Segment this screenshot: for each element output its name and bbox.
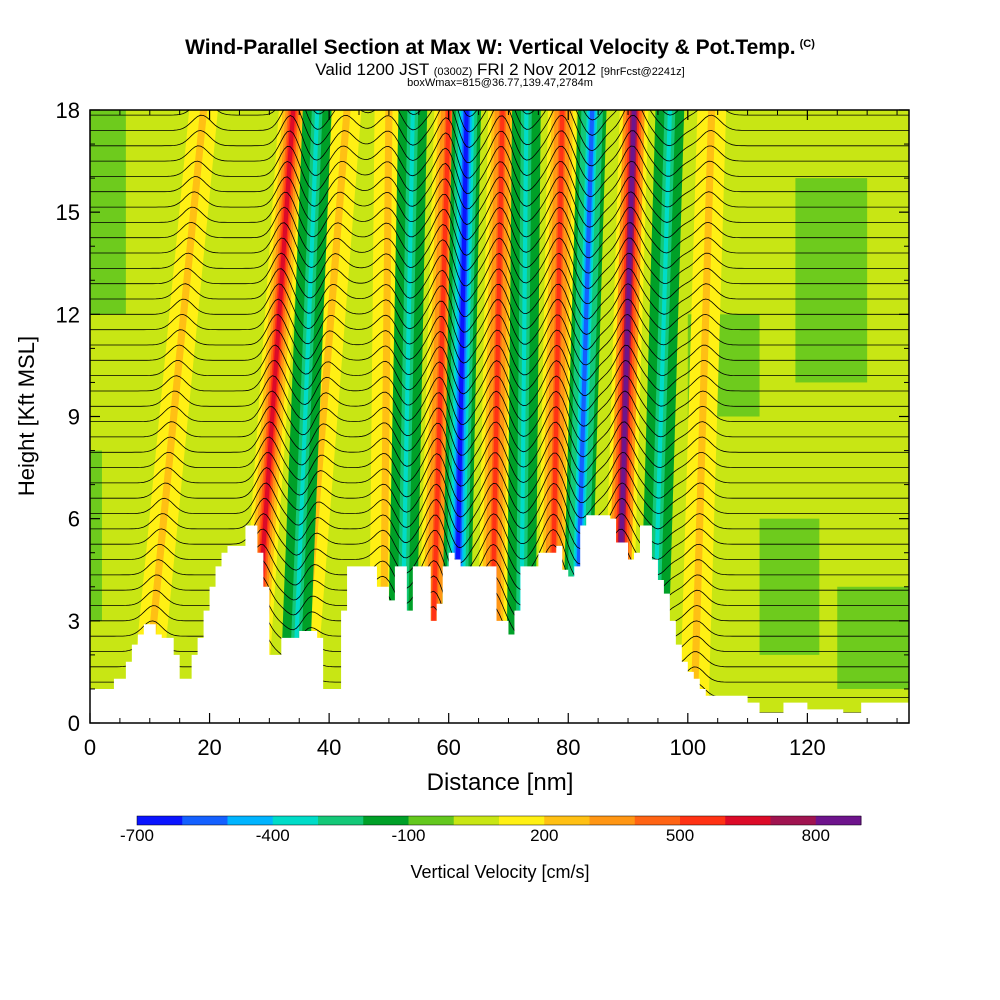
field-patch bbox=[759, 518, 820, 655]
theta-contour bbox=[90, 452, 909, 504]
colorbar-swatch bbox=[634, 816, 681, 825]
field-patch bbox=[795, 178, 868, 383]
valid-date: FRI 2 Nov 2012 bbox=[477, 60, 597, 79]
y-tick-label: 6 bbox=[68, 507, 80, 532]
theta-contour bbox=[90, 145, 909, 197]
valid-time: Valid 1200 JST bbox=[315, 60, 429, 79]
theta-contour bbox=[90, 222, 909, 274]
theta-contour bbox=[90, 130, 909, 182]
updraft-band bbox=[691, 110, 714, 723]
colorbar-tick-label: -100 bbox=[391, 826, 426, 845]
y-tick-label: 18 bbox=[56, 98, 80, 123]
x-tick-label: 80 bbox=[556, 735, 580, 760]
theta-contour bbox=[90, 482, 909, 534]
colorbar-tick-label: 800 bbox=[801, 826, 830, 845]
colorbar-frame bbox=[136, 815, 862, 826]
updraft-band bbox=[428, 110, 451, 723]
theta-contour bbox=[90, 467, 909, 519]
theta-contour bbox=[90, 114, 909, 167]
x-tick-label: 40 bbox=[317, 735, 341, 760]
x-axis-label: Distance [nm] bbox=[427, 769, 574, 796]
downdraft-band bbox=[291, 110, 320, 723]
axes: 0 20 40 60 80 100 120 0 3 6 9 12 15 18 bbox=[56, 98, 909, 760]
theta-contour bbox=[90, 206, 909, 259]
colorbar-swatch bbox=[770, 816, 817, 825]
y-tick-label: 15 bbox=[56, 200, 80, 225]
theta-contour bbox=[90, 191, 909, 244]
updraft-band bbox=[141, 110, 206, 723]
field-patch bbox=[90, 450, 102, 621]
colorbar-swatch bbox=[363, 816, 409, 825]
theta-contour bbox=[90, 314, 909, 366]
colorbar-swatch bbox=[725, 816, 771, 825]
colorbar-swatch bbox=[318, 816, 364, 825]
y-axis-label: Height [Kft MSL] bbox=[14, 336, 39, 496]
y-tick-label: 0 bbox=[68, 711, 80, 736]
field-patch bbox=[837, 586, 909, 689]
colorbar-swatch bbox=[182, 816, 228, 825]
x-tick-label: 0 bbox=[84, 735, 96, 760]
theta-contour bbox=[90, 283, 909, 335]
colorbar-tick-label: 500 bbox=[665, 826, 695, 845]
x-tick-label: 120 bbox=[789, 735, 826, 760]
chart-subtitle: Valid 1200 JST (0300Z) FRI 2 Nov 2012 [9… bbox=[0, 60, 1000, 80]
x-tick-label: 100 bbox=[669, 735, 706, 760]
colorbar-swatch bbox=[680, 816, 726, 825]
y-tick-label: 12 bbox=[56, 302, 80, 327]
theta-contour bbox=[90, 329, 909, 381]
utc-time: (0300Z) bbox=[433, 66, 473, 78]
theta-contours bbox=[90, 54, 909, 723]
theta-contour bbox=[90, 390, 909, 443]
theta-contour bbox=[90, 436, 909, 488]
colorbar-swatch bbox=[815, 816, 862, 825]
box-info: boxWmax=815@36.77,139.47,2784m bbox=[407, 77, 593, 89]
theta-contour bbox=[90, 405, 909, 458]
theta-contour bbox=[90, 110, 909, 136]
theta-contour bbox=[90, 175, 909, 228]
colorbar-tick-label: -700 bbox=[119, 826, 155, 845]
copyright-mark: (C) bbox=[799, 38, 815, 50]
colorbar-swatch bbox=[544, 816, 590, 825]
theta-contour bbox=[90, 421, 909, 473]
theta-contour bbox=[90, 267, 909, 320]
updraft-band bbox=[380, 110, 391, 723]
colorbar-swatch bbox=[137, 816, 183, 825]
colorbar-tick-label: -400 bbox=[255, 826, 290, 845]
colorbar-title: Vertical Velocity [cm/s] bbox=[410, 862, 590, 882]
theta-contour bbox=[90, 359, 909, 412]
chart-title: Wind-Parallel Section at Max W: Vertical… bbox=[0, 36, 1000, 60]
forecast-info: [9hrFcst@2241z] bbox=[600, 66, 685, 78]
colorbar-swatch bbox=[408, 816, 455, 825]
theta-contour bbox=[90, 344, 909, 396]
colorbar bbox=[136, 815, 862, 826]
colorbar-swatch bbox=[272, 816, 319, 825]
theta-contour bbox=[90, 298, 909, 351]
colorbar-swatch bbox=[453, 816, 500, 825]
chart-title-text: Wind-Parallel Section at Max W: Vertical… bbox=[185, 36, 796, 59]
theta-contour bbox=[90, 252, 909, 305]
colorbar-swatch bbox=[589, 816, 636, 825]
theta-contour bbox=[90, 375, 909, 427]
theta-contour bbox=[90, 54, 909, 105]
colorbar-swatch bbox=[499, 816, 545, 825]
y-tick-label: 3 bbox=[68, 609, 80, 634]
theta-contour bbox=[90, 110, 909, 152]
terrain-mask bbox=[90, 515, 909, 723]
x-tick-label: 60 bbox=[436, 735, 460, 760]
theta-contour bbox=[90, 237, 909, 289]
theta-contour bbox=[90, 513, 909, 565]
theta-contour bbox=[90, 497, 909, 550]
colorbar-tick-label: 200 bbox=[530, 826, 559, 845]
x-tick-label: 20 bbox=[197, 735, 221, 760]
y-tick-label: 9 bbox=[68, 405, 80, 430]
terrain bbox=[90, 515, 909, 723]
colorbar-swatch bbox=[227, 816, 274, 825]
theta-contour bbox=[90, 160, 909, 213]
